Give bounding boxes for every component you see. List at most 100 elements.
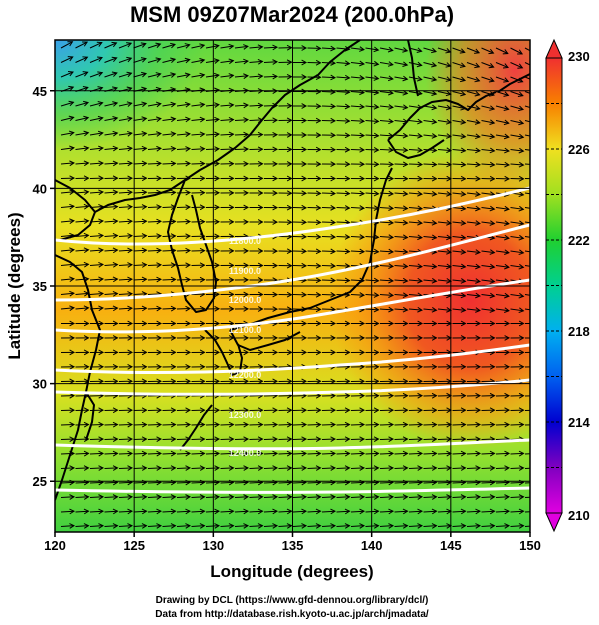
- wind-arrow-head: [517, 91, 524, 97]
- wind-arrow: [336, 452, 350, 455]
- wind-arrow-head: [330, 190, 337, 197]
- wind-arrow-head: [156, 523, 163, 529]
- wind-arrow-head: [402, 190, 409, 197]
- wind-arrow: [104, 481, 118, 484]
- wind-arrow: [350, 250, 365, 253]
- wind-arrow-head: [257, 421, 264, 428]
- wind-arrow: [495, 221, 509, 225]
- wind-arrow-head: [272, 117, 279, 124]
- wind-arrow: [481, 134, 495, 138]
- wind-arrow-head: [97, 130, 104, 137]
- wind-arrow-head: [504, 392, 511, 399]
- wind-arrow-head: [127, 247, 134, 254]
- wind-arrow: [292, 438, 307, 440]
- wind-arrow-head: [518, 307, 525, 314]
- wind-arrow-head: [388, 104, 394, 110]
- wind-arrow-head: [69, 305, 75, 311]
- wind-arrow: [89, 57, 103, 63]
- wind-arrow-head: [127, 291, 134, 297]
- wind-arrow: [336, 496, 350, 498]
- colorbar-bottom-triangle: [545, 512, 563, 533]
- wind-arrow: [452, 76, 466, 81]
- wind-arrow-head: [330, 392, 337, 399]
- contour-label: 12300.0: [229, 410, 262, 420]
- wind-arrow: [408, 279, 422, 282]
- wind-arrow: [307, 467, 321, 469]
- wind-arrow-head: [286, 465, 293, 471]
- wind-arrow: [176, 496, 191, 498]
- wind-arrow: [379, 294, 394, 296]
- wind-arrow: [524, 294, 530, 296]
- wind-arrow-head: [460, 175, 467, 182]
- wind-arrow-head: [330, 263, 337, 269]
- wind-arrow: [176, 467, 191, 469]
- wind-arrow-head: [155, 72, 162, 78]
- wind-arrow: [510, 62, 523, 69]
- wind-arrow-head: [475, 292, 481, 299]
- wind-arrow-head: [214, 102, 220, 108]
- wind-arrow: [89, 117, 103, 121]
- wind-arrow-head: [315, 306, 322, 313]
- wind-arrow: [60, 496, 75, 498]
- wind-arrow-head: [315, 74, 322, 81]
- wind-arrow: [394, 120, 408, 123]
- wind-arrow-head: [214, 291, 221, 298]
- wind-arrow: [336, 76, 350, 79]
- wind-arrow-head: [214, 320, 221, 327]
- wind-arrow-head: [272, 262, 279, 269]
- wind-arrow: [452, 294, 466, 297]
- wind-arrow: [481, 120, 495, 124]
- wind-arrow-head: [83, 378, 90, 385]
- wind-arrow-head: [387, 75, 394, 82]
- wind-arrow: [321, 452, 336, 455]
- wind-arrow-head: [170, 349, 177, 356]
- wind-arrow-head: [504, 349, 511, 356]
- wind-arrow-head: [503, 77, 510, 83]
- wind-arrow: [220, 104, 234, 107]
- wind-arrow-head: [127, 523, 134, 529]
- wind-arrow-head: [141, 189, 148, 196]
- wind-arrow-head: [112, 364, 119, 370]
- wind-arrow-head: [315, 204, 322, 211]
- wind-arrow: [336, 47, 350, 50]
- wind-arrow: [423, 163, 437, 166]
- wind-arrow-head: [489, 105, 496, 111]
- wind-arrow-head: [460, 90, 467, 97]
- wind-arrow-head: [533, 264, 538, 269]
- wind-arrow-head: [533, 250, 538, 255]
- wind-arrow: [307, 525, 321, 527]
- wind-arrow: [89, 191, 103, 194]
- wind-arrow: [379, 236, 394, 238]
- wind-arrow-head: [156, 349, 163, 356]
- wind-arrow-head: [359, 378, 366, 385]
- wind-arrow-head: [156, 335, 163, 341]
- wind-arrow-head: [518, 105, 525, 112]
- wind-arrow: [89, 205, 103, 208]
- wind-arrow-head: [228, 58, 235, 65]
- wind-arrow-head: [344, 450, 351, 457]
- wind-arrow-head: [112, 508, 119, 515]
- wind-arrow-head: [315, 407, 322, 414]
- wind-arrow: [89, 481, 104, 484]
- wind-arrow: [466, 91, 480, 96]
- wind-arrow-head: [459, 48, 466, 54]
- wind-arrow-head: [533, 524, 538, 529]
- wind-arrow-head: [286, 132, 293, 138]
- wind-arrow: [452, 236, 466, 239]
- wind-arrow: [510, 76, 523, 83]
- wind-arrow-head: [359, 190, 366, 197]
- wind-arrow-head: [272, 73, 279, 80]
- wind-arrow: [75, 102, 89, 107]
- wind-arrow: [350, 510, 365, 513]
- wind-arrow: [75, 56, 88, 63]
- wind-arrow: [234, 104, 249, 107]
- wind-arrow-head: [504, 523, 511, 529]
- wind-arrow: [437, 510, 452, 513]
- wind-arrow-head: [112, 175, 119, 182]
- wind-arrow: [510, 265, 524, 268]
- wind-arrow-head: [228, 436, 235, 442]
- wind-arrow: [379, 525, 394, 527]
- wind-arrow-head: [127, 218, 134, 225]
- wind-arrow-head: [156, 436, 163, 442]
- contour-label: 12100.0: [229, 325, 262, 335]
